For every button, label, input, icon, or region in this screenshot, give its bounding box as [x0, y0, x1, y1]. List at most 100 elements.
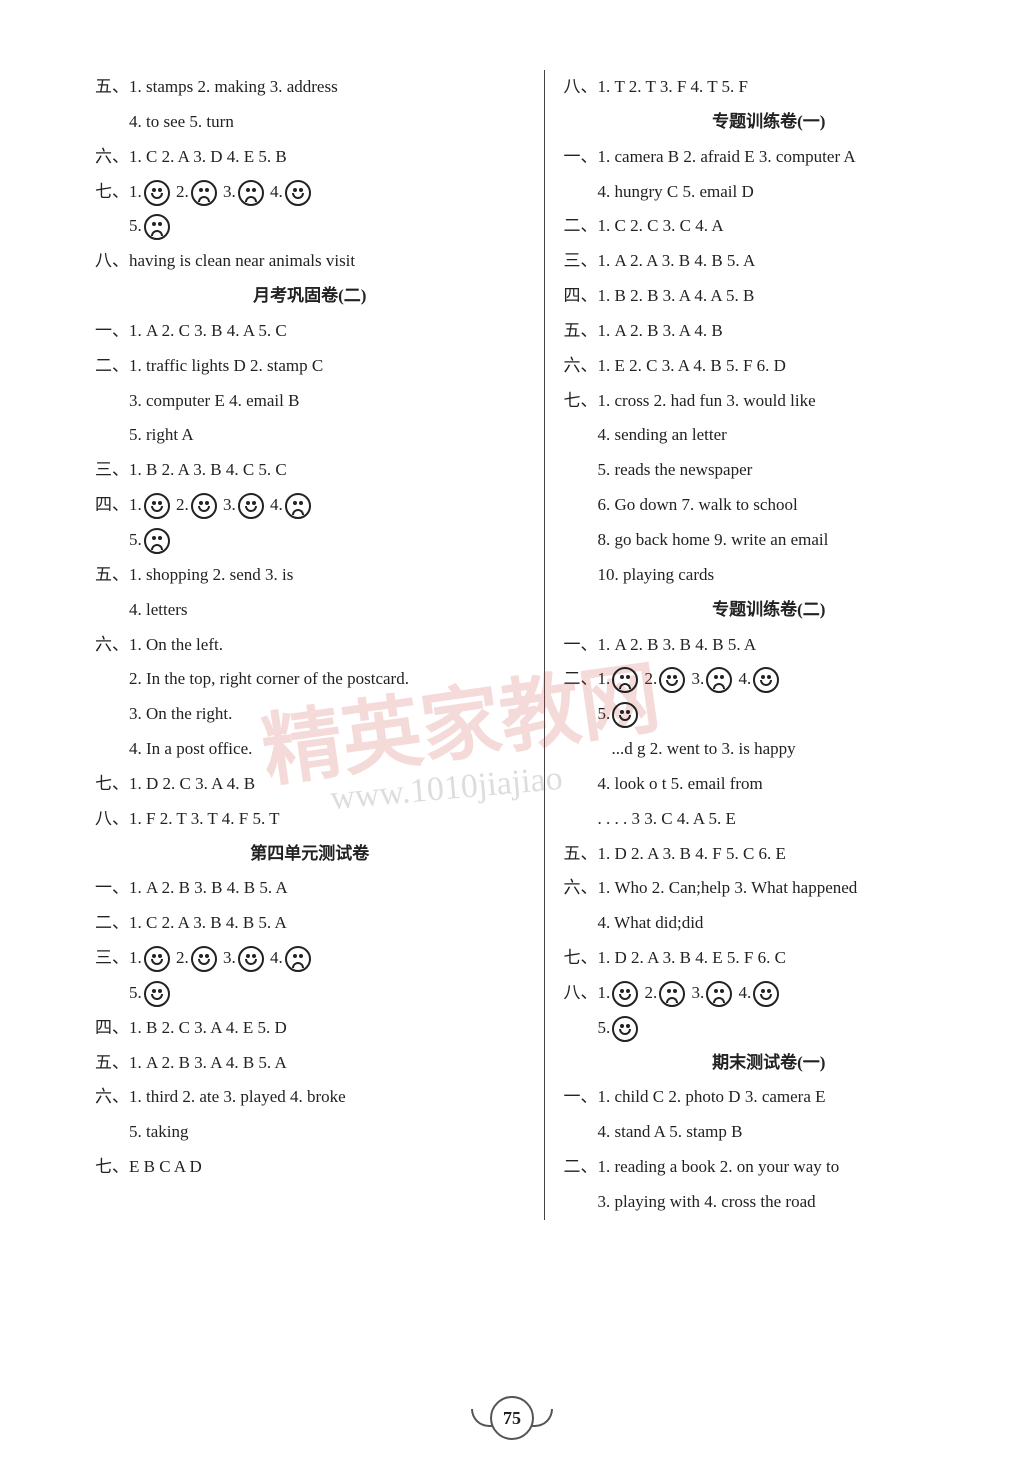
label: 二、1.	[563, 669, 610, 688]
answer-line: 4. In a post office.	[95, 732, 524, 767]
wing-right-icon	[531, 1409, 553, 1427]
answer-line: 4. letters	[95, 593, 524, 628]
left-column: 五、1. stamps 2. making 3. address 4. to s…	[95, 70, 524, 1220]
section-heading: 第四单元测试卷	[95, 837, 524, 872]
answer-line: 4. sending an letter	[563, 418, 974, 453]
answer-line: 3. computer E 4. email B	[95, 384, 524, 419]
answer-line: 8. go back home 9. write an email	[563, 523, 974, 558]
answer-line: 二、1. traffic lights D 2. stamp C	[95, 349, 524, 384]
label: 4.	[738, 669, 751, 688]
label: 5.	[129, 983, 142, 1002]
answer-line: 一、1. A 2. B 3. B 4. B 5. A	[95, 871, 524, 906]
label: 3.	[691, 669, 704, 688]
answer-line: 五、1. shopping 2. send 3. is	[95, 558, 524, 593]
answer-line: 六、1. third 2. ate 3. played 4. broke	[95, 1080, 524, 1115]
label: 四、1.	[95, 495, 142, 514]
answer-line-faces: 5.	[563, 1011, 974, 1046]
sad-icon	[285, 493, 311, 519]
smile-icon	[659, 667, 685, 693]
answer-line: 八、having is clean near animals visit	[95, 244, 524, 279]
answer-line: 五、1. D 2. A 3. B 4. F 5. C 6. E	[563, 837, 974, 872]
smile-icon	[753, 981, 779, 1007]
answer-line-faces: 5.	[95, 209, 524, 244]
label: 2.	[176, 948, 189, 967]
sad-icon	[144, 214, 170, 240]
answer-line: 6. Go down 7. walk to school	[563, 488, 974, 523]
answer-line: 3. On the right.	[95, 697, 524, 732]
answer-line: 四、1. B 2. C 3. A 4. E 5. D	[95, 1011, 524, 1046]
answer-line: 六、1. C 2. A 3. D 4. E 5. B	[95, 140, 524, 175]
answer-line: 二、1. C 2. A 3. B 4. B 5. A	[95, 906, 524, 941]
section-heading: 期末测试卷(一)	[563, 1046, 974, 1081]
answer-line: 三、1. B 2. A 3. B 4. C 5. C	[95, 453, 524, 488]
sad-icon	[144, 528, 170, 554]
answer-line-faces: 七、1. 2. 3. 4.	[95, 175, 524, 210]
label: 4.	[270, 182, 283, 201]
smile-icon	[612, 981, 638, 1007]
answer-line: 二、1. reading a book 2. on your way to	[563, 1150, 974, 1185]
answer-line: 五、1. A 2. B 3. A 4. B	[563, 314, 974, 349]
sad-icon	[706, 667, 732, 693]
label: 3.	[223, 948, 236, 967]
smile-icon	[191, 493, 217, 519]
answer-line: . . . . 3 3. C 4. A 5. E	[563, 802, 974, 837]
label: 2.	[176, 182, 189, 201]
label: 2.	[644, 669, 657, 688]
answer-line: 六、1. E 2. C 3. A 4. B 5. F 6. D	[563, 349, 974, 384]
answer-line-faces: 八、1. 2. 3. 4.	[563, 976, 974, 1011]
label: 八、1.	[563, 983, 610, 1002]
sad-icon	[706, 981, 732, 1007]
sad-icon	[191, 180, 217, 206]
answer-line-faces: 5.	[563, 697, 974, 732]
answer-line: 一、1. camera B 2. afraid E 3. computer A	[563, 140, 974, 175]
label: 七、1.	[95, 182, 142, 201]
section-heading: 专题训练卷(一)	[563, 105, 974, 140]
label: 三、1.	[95, 948, 142, 967]
answer-line: 七、1. cross 2. had fun 3. would like	[563, 384, 974, 419]
label: 5.	[129, 216, 142, 235]
answer-line: 5. right A	[95, 418, 524, 453]
label: 2.	[644, 983, 657, 1002]
answer-line: 六、1. On the left.	[95, 628, 524, 663]
answer-line-faces: 二、1. 2. 3. 4.	[563, 662, 974, 697]
label: 4.	[738, 983, 751, 1002]
smile-icon	[144, 981, 170, 1007]
label: 3.	[223, 182, 236, 201]
answer-line: 4. stand A 5. stamp B	[563, 1115, 974, 1150]
answer-line: 4. look o t 5. email from	[563, 767, 974, 802]
label: 5.	[129, 530, 142, 549]
answer-line: 一、1. A 2. B 3. B 4. B 5. A	[563, 628, 974, 663]
answer-line-faces: 三、1. 2. 3. 4.	[95, 941, 524, 976]
smile-icon	[144, 493, 170, 519]
answer-line: 八、1. T 2. T 3. F 4. T 5. F	[563, 70, 974, 105]
smile-icon	[612, 702, 638, 728]
answer-line: 10. playing cards	[563, 558, 974, 593]
smile-icon	[753, 667, 779, 693]
answer-line: 4. What did;did	[563, 906, 974, 941]
answer-line: 五、1. A 2. B 3. A 4. B 5. A	[95, 1046, 524, 1081]
label: 4.	[270, 495, 283, 514]
label: 2.	[176, 495, 189, 514]
smile-icon	[612, 1016, 638, 1042]
answer-line: ...d g 2. went to 3. is happy	[563, 732, 974, 767]
page-number: 75	[490, 1396, 534, 1440]
label: 3.	[691, 983, 704, 1002]
answer-line: 七、E B C A D	[95, 1150, 524, 1185]
content-columns: 五、1. stamps 2. making 3. address 4. to s…	[95, 70, 974, 1220]
answer-line: 3. playing with 4. cross the road	[563, 1185, 974, 1220]
answer-line-faces: 四、1. 2. 3. 4.	[95, 488, 524, 523]
smile-icon	[144, 180, 170, 206]
sad-icon	[285, 946, 311, 972]
answer-line: 六、1. Who 2. Can;help 3. What happened	[563, 871, 974, 906]
answer-line: 八、1. F 2. T 3. T 4. F 5. T	[95, 802, 524, 837]
smile-icon	[285, 180, 311, 206]
answer-line: 七、1. D 2. A 3. B 4. E 5. F 6. C	[563, 941, 974, 976]
section-heading: 专题训练卷(二)	[563, 593, 974, 628]
sad-icon	[612, 667, 638, 693]
answer-line: 五、1. stamps 2. making 3. address	[95, 70, 524, 105]
answer-line: 三、1. A 2. A 3. B 4. B 5. A	[563, 244, 974, 279]
answer-line: 4. hungry C 5. email D	[563, 175, 974, 210]
page-number-badge: 75	[474, 1396, 550, 1440]
answer-line: 一、1. A 2. C 3. B 4. A 5. C	[95, 314, 524, 349]
answer-line: 5. reads the newspaper	[563, 453, 974, 488]
